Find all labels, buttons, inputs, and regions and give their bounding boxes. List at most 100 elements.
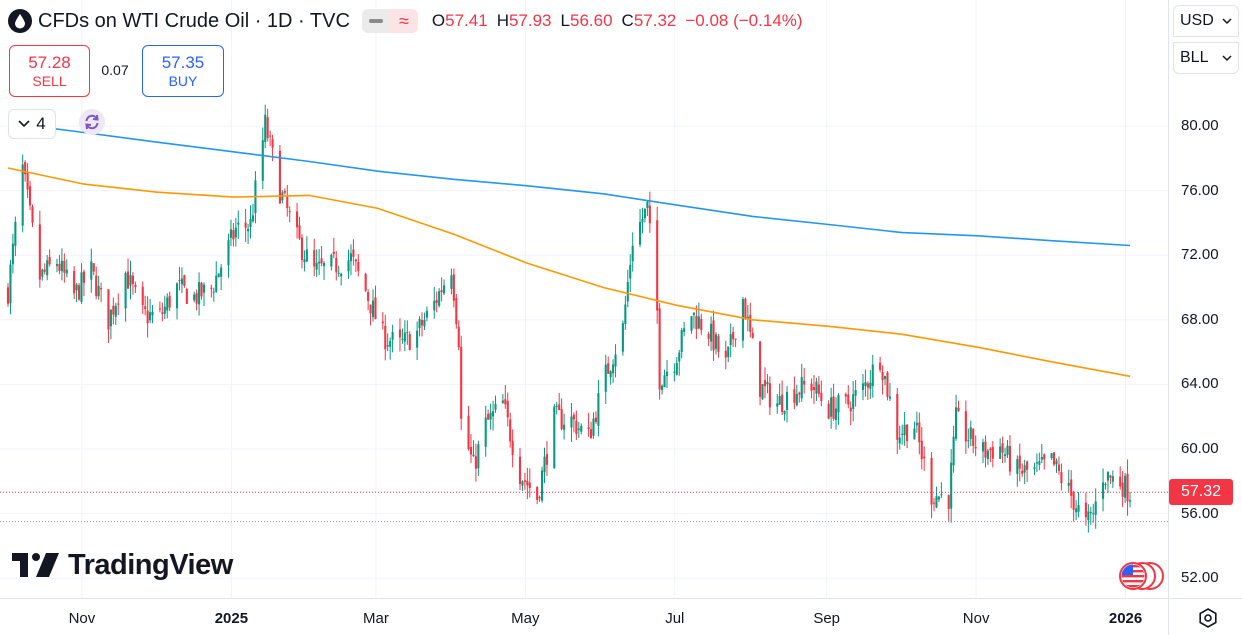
candle-body xyxy=(815,381,818,394)
candle-body xyxy=(509,419,512,442)
candle xyxy=(518,447,522,491)
candle xyxy=(82,269,86,297)
logo-text: TradingView xyxy=(68,548,233,581)
candle xyxy=(1055,458,1058,473)
candle xyxy=(303,250,306,272)
candle-body xyxy=(820,392,823,401)
candle-body xyxy=(75,284,78,291)
candle-body xyxy=(614,354,617,367)
candle-body xyxy=(217,273,220,278)
price-tick-label: 60.00 xyxy=(1181,440,1219,457)
candle-body xyxy=(729,334,732,346)
candle xyxy=(100,282,103,303)
unit-value: BLL xyxy=(1180,49,1209,66)
candle xyxy=(972,428,975,454)
candle-body xyxy=(560,409,563,429)
candle xyxy=(391,324,394,353)
candle xyxy=(198,272,201,316)
candle-body xyxy=(697,316,700,329)
candle xyxy=(795,384,798,407)
currency-select[interactable]: USD xyxy=(1173,5,1239,37)
candle xyxy=(609,370,612,385)
chart-grid xyxy=(0,0,1168,598)
candle-body xyxy=(761,383,764,400)
price-tick-label: 68.00 xyxy=(1181,310,1219,328)
candle xyxy=(166,293,169,319)
candle-body xyxy=(646,201,649,209)
candle xyxy=(1075,500,1078,521)
candle xyxy=(146,296,149,338)
candle-body xyxy=(656,220,659,311)
candle-body xyxy=(1124,475,1127,498)
candle xyxy=(844,392,847,404)
candle xyxy=(1057,456,1061,475)
refresh-icon[interactable] xyxy=(79,109,105,135)
time-scale[interactable] xyxy=(0,598,1168,635)
gear-icon[interactable] xyxy=(1196,606,1220,630)
candle xyxy=(955,394,958,441)
tradingview-logo[interactable]: TradingView xyxy=(12,548,233,582)
candle-body xyxy=(629,264,632,279)
candle-body xyxy=(313,250,316,267)
symbol-title[interactable]: CFDs on WTI Crude Oil · 1D · TVC xyxy=(38,9,350,32)
candle-body xyxy=(778,396,781,405)
candle-body xyxy=(398,329,402,338)
price-chart[interactable] xyxy=(0,0,1168,598)
candle xyxy=(577,421,580,438)
candle-body xyxy=(9,264,12,304)
candle xyxy=(663,369,666,388)
minus-icon[interactable] xyxy=(361,9,390,33)
us-flag-icon[interactable] xyxy=(1116,561,1166,591)
candle-body xyxy=(626,282,629,302)
candle-body xyxy=(48,256,51,265)
candle-body xyxy=(374,297,377,320)
indicators-toggle[interactable]: 4 xyxy=(8,109,56,139)
candle-body xyxy=(658,308,661,390)
candle xyxy=(200,281,203,300)
candle xyxy=(477,440,480,477)
candle xyxy=(1016,455,1019,487)
wave-icon[interactable]: ≈ xyxy=(389,9,418,33)
sell-button[interactable]: 57.28 SELL xyxy=(9,45,90,97)
chart-mode-pill[interactable]: ≈ xyxy=(361,9,418,33)
candlestick-series xyxy=(6,104,1132,533)
candle-body xyxy=(335,257,338,273)
candle xyxy=(744,297,747,320)
unit-select[interactable]: BLL xyxy=(1173,42,1239,74)
candle xyxy=(937,496,940,503)
candle-body xyxy=(14,221,17,246)
candle xyxy=(695,305,698,340)
candle xyxy=(435,291,438,313)
candle-body xyxy=(506,400,509,418)
candle xyxy=(589,421,593,439)
candle xyxy=(80,263,83,304)
candle xyxy=(340,272,343,286)
candle-body xyxy=(163,306,166,314)
candle xyxy=(134,281,137,293)
candle xyxy=(986,448,989,465)
candle xyxy=(320,245,323,267)
candle xyxy=(641,207,644,234)
ohlc-low-value: 56.60 xyxy=(569,11,613,30)
candle xyxy=(717,333,720,358)
buy-button[interactable]: 57.35 BUY xyxy=(142,45,224,97)
candle-body xyxy=(423,319,426,327)
candle xyxy=(714,332,718,355)
candle xyxy=(469,434,473,463)
candle-body xyxy=(183,275,186,286)
ohlc-values: O 57.41 H 57.93 L 56.60 C 57.32 −0.08 (−0.14… xyxy=(432,11,812,31)
candle-body xyxy=(592,418,595,436)
candle xyxy=(614,344,617,378)
candle-body xyxy=(536,487,539,500)
candle xyxy=(227,233,230,278)
candle-body xyxy=(472,454,475,457)
candle-body xyxy=(763,380,767,387)
candle xyxy=(528,468,531,498)
candle xyxy=(1060,463,1063,491)
candle-body xyxy=(1050,453,1053,459)
candle xyxy=(683,321,686,337)
candle-body xyxy=(1033,467,1036,469)
candle xyxy=(624,295,627,330)
ohlc-close-value: 57.32 xyxy=(633,11,677,30)
ohlc-high-value: 57.93 xyxy=(508,11,552,30)
